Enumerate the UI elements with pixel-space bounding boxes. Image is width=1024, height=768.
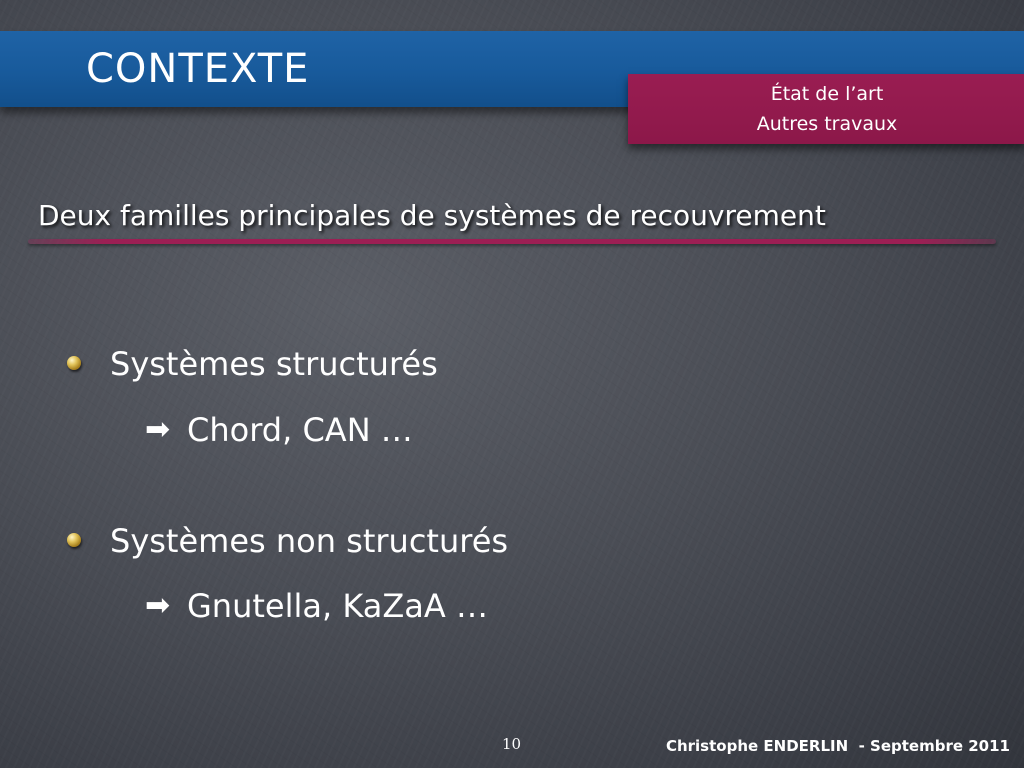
bullet-text: Systèmes structurés [110, 345, 438, 383]
slide-title: CONTEXTE [86, 46, 310, 92]
right-arrow-icon: ➡ [145, 412, 171, 447]
section-nav-box: État de l’art Autres travaux [628, 74, 1024, 144]
page-number: 10 [502, 735, 522, 753]
nav-item-etat-de-l-art: État de l’art [770, 83, 884, 105]
right-arrow-icon: ➡ [145, 588, 171, 623]
sub-item-text: Gnutella, KaZaA … [187, 587, 488, 625]
slide-subtitle: Deux familles principales de systèmes de… [38, 199, 826, 232]
bullet-text: Systèmes non structurés [110, 522, 509, 560]
gold-ball-bullet-icon [67, 356, 81, 370]
gold-ball-bullet-icon [67, 533, 81, 547]
nav-item-autres-travaux: Autres travaux [756, 113, 898, 135]
footer-author-date: Christophe ENDERLIN - Septembre 2011 [665, 737, 1010, 755]
sub-item-text: Chord, CAN … [187, 411, 413, 449]
subtitle-underline [28, 239, 996, 244]
